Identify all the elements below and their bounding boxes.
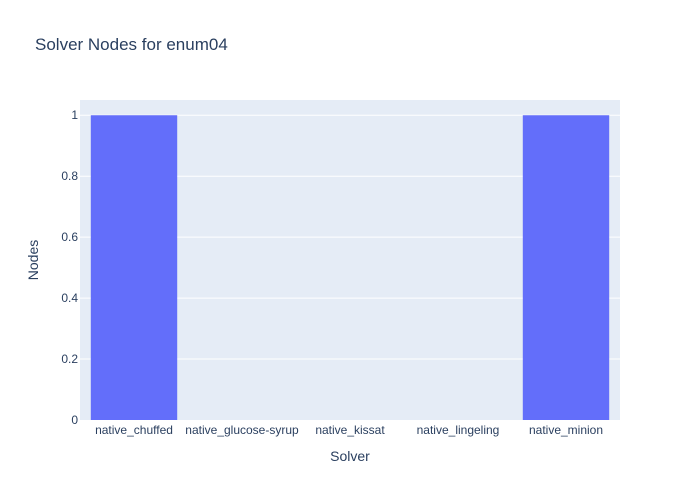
bar-native-minion — [522, 115, 610, 420]
x-tick-label: native_lingeling — [417, 423, 500, 437]
chart-title: Solver Nodes for enum04 — [35, 35, 228, 54]
y-tick-label: 0.4 — [61, 291, 78, 305]
x-tick-label: native_kissat — [315, 423, 385, 437]
y-axis-title: Nodes — [25, 240, 41, 280]
bar-native-chuffed — [90, 115, 178, 420]
y-tick-label: 1 — [71, 108, 78, 122]
y-axis-ticks: 0 0.2 0.4 0.6 0.8 1 — [61, 108, 78, 427]
x-tick-label: native_glucose-syrup — [185, 423, 299, 437]
bars — [90, 115, 610, 420]
y-tick-label: 0 — [71, 413, 78, 427]
y-tick-label: 0.8 — [61, 169, 78, 183]
y-tick-label: 0.6 — [61, 230, 78, 244]
x-tick-label: native_chuffed — [95, 423, 173, 437]
x-tick-label: native_minion — [529, 423, 603, 437]
x-axis-ticks: native_chuffed native_glucose-syrup native… — [95, 423, 603, 437]
x-axis-title: Solver — [330, 448, 370, 464]
y-tick-label: 0.2 — [61, 352, 78, 366]
